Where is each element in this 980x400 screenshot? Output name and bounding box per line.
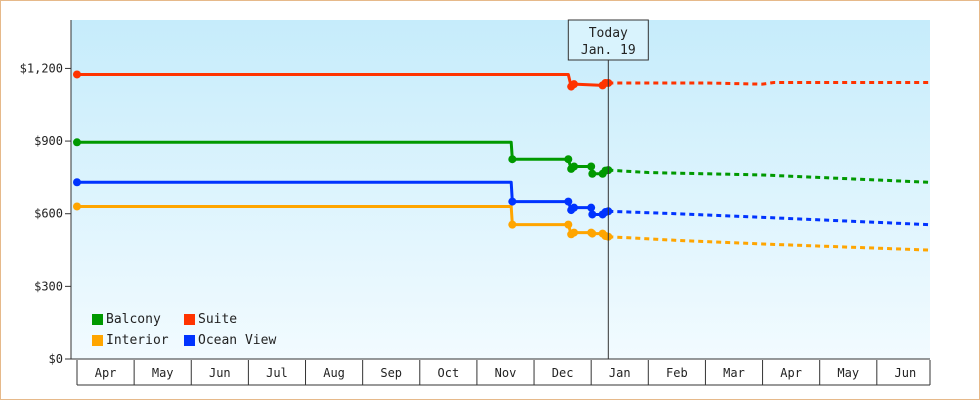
balcony-point	[73, 138, 81, 147]
plot-area	[71, 20, 930, 359]
interior-point	[73, 202, 81, 211]
balcony-forecast-line	[608, 168, 929, 184]
legend-swatch	[184, 314, 195, 325]
x-tick-label: Jan	[609, 366, 631, 380]
legend-item-interior: Interior	[92, 333, 184, 348]
y-tick-label: $600	[34, 207, 63, 221]
suite-forecast-line	[608, 80, 929, 86]
legend-label: Balcony	[106, 312, 161, 327]
ocean-view-point	[570, 203, 579, 212]
suite-point	[73, 70, 81, 79]
ocean-view-forecast-line	[608, 209, 929, 227]
x-tick-label: Sep	[380, 366, 402, 380]
ocean-view-point	[588, 210, 597, 219]
interior-point	[508, 220, 517, 229]
x-tick-label: Jul	[266, 366, 288, 380]
interior-point	[588, 229, 597, 238]
y-tick-label: $300	[34, 279, 63, 293]
legend-swatch	[92, 335, 103, 346]
today-label: Today	[589, 26, 628, 41]
ocean-view-point	[508, 197, 517, 206]
balcony-point	[587, 162, 596, 171]
legend-swatch	[184, 335, 195, 346]
balcony-point	[588, 169, 597, 178]
y-tick-label: $0	[49, 352, 63, 366]
legend-item-ocean-view: Ocean View	[184, 333, 294, 348]
x-tick-label: May	[837, 366, 859, 380]
x-tick-label: Aug	[323, 366, 345, 380]
balcony-point	[508, 155, 517, 164]
x-tick-label: Oct	[438, 366, 460, 380]
x-tick-label: Jun	[895, 366, 917, 380]
y-tick-label: $1,200	[20, 61, 63, 75]
x-tick-label: Feb	[666, 366, 688, 380]
x-tick-label: May	[152, 366, 174, 380]
today-box	[567, 19, 649, 61]
y-tick-label: $900	[34, 134, 63, 148]
legend-label: Suite	[198, 312, 238, 327]
legend: Balcony Suite Interior Ocean View	[92, 312, 294, 348]
ocean-view-point	[587, 203, 596, 212]
interior-forecast-line	[608, 235, 929, 252]
x-tick-label: Dec	[552, 366, 574, 380]
today-label: Jan. 19	[581, 43, 636, 58]
legend-swatch	[92, 314, 103, 325]
ocean-view-point	[73, 178, 81, 187]
x-tick-label: Mar	[723, 366, 745, 380]
x-tick-label: Apr	[780, 366, 802, 380]
interior-point	[570, 228, 579, 237]
x-tick-label: Jun	[209, 366, 231, 380]
legend-label: Interior	[106, 333, 169, 348]
legend-item-balcony: Balcony	[92, 312, 184, 327]
interior-point	[564, 220, 573, 229]
balcony-point	[564, 155, 573, 164]
ocean-view-point	[564, 197, 573, 206]
balcony-point	[570, 162, 579, 171]
legend-item-suite: Suite	[184, 312, 294, 327]
legend-label: Ocean View	[198, 333, 277, 348]
suite-point	[570, 80, 579, 89]
x-tick-label: Nov	[495, 366, 517, 380]
x-tick-label: Apr	[95, 366, 117, 380]
